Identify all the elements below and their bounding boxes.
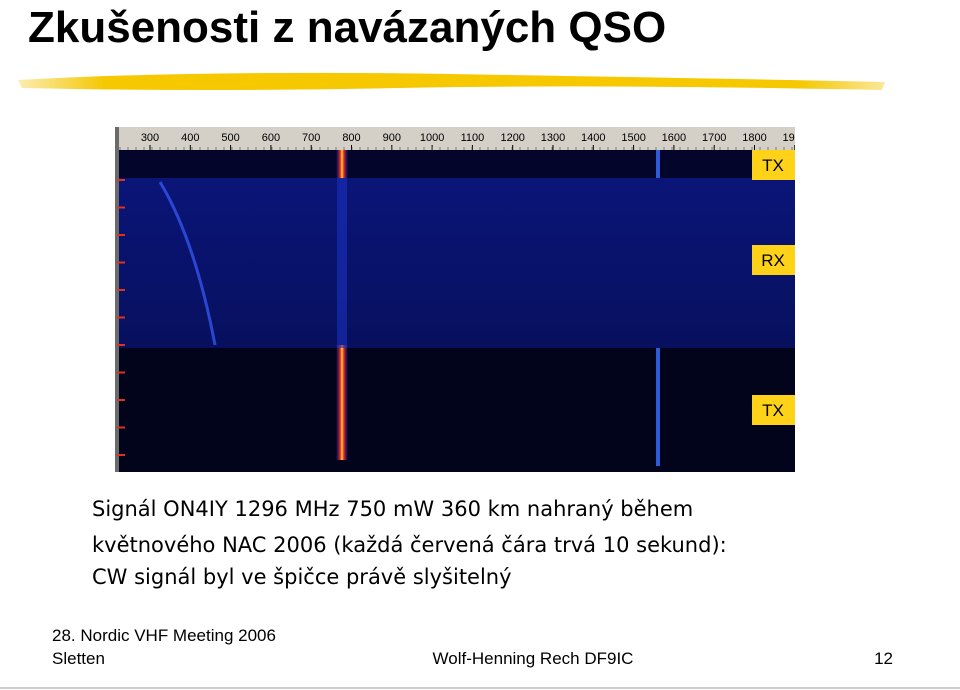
scale-label: 300 bbox=[141, 132, 159, 144]
period-tag bbox=[752, 245, 795, 275]
signal-line bbox=[337, 178, 347, 348]
scale-label: 1100 bbox=[461, 132, 485, 144]
scale-label: 1500 bbox=[621, 132, 645, 144]
scale-label: 1600 bbox=[662, 132, 686, 144]
scale-label: 800 bbox=[342, 132, 360, 144]
tx-band bbox=[115, 150, 795, 178]
caption-line: květnového NAC 2006 (každá červená čára … bbox=[92, 533, 727, 557]
scale-label: 1800 bbox=[742, 132, 766, 144]
title-underline bbox=[18, 72, 885, 90]
page-number: 12 bbox=[874, 649, 893, 668]
scale-label: 500 bbox=[221, 132, 239, 144]
scale-label: 1000 bbox=[420, 132, 444, 144]
footer-author: Wolf-Henning Rech DF9IC bbox=[433, 649, 634, 668]
scale-bar bbox=[115, 127, 795, 150]
image-edge bbox=[115, 127, 119, 472]
period-tag-label: TX bbox=[762, 401, 784, 420]
caption-line: Signál ON4IY 1296 MHz 750 mW 360 km nahr… bbox=[92, 497, 693, 521]
period-tag-label: TX bbox=[762, 156, 784, 175]
period-tag-label: RX bbox=[761, 251, 785, 270]
scale-label: 700 bbox=[302, 132, 320, 144]
signal-line bbox=[336, 150, 348, 178]
footer-event: 28. Nordic VHF Meeting 2006 bbox=[52, 626, 276, 645]
scale-label: 400 bbox=[181, 132, 199, 144]
signal-line bbox=[336, 345, 348, 460]
waterfall-image: 300 400 500 600 700 800 900 1000 1100 1200 1300 140… bbox=[115, 127, 807, 472]
period-tag bbox=[752, 395, 795, 425]
scale-label: 600 bbox=[262, 132, 280, 144]
tx-band bbox=[115, 348, 795, 472]
caption-line: CW signál byl ve špičce právě slyšitelný bbox=[92, 565, 512, 589]
footer-place: Sletten bbox=[52, 649, 105, 668]
carrier-line bbox=[656, 150, 660, 178]
signal-trace bbox=[158, 181, 217, 346]
period-tag bbox=[752, 150, 795, 180]
scale-label: 900 bbox=[383, 132, 401, 144]
scale-label: 1300 bbox=[541, 132, 565, 144]
scale-label: 1400 bbox=[581, 132, 605, 144]
scale-label: 1200 bbox=[500, 132, 524, 144]
scale-label: 1700 bbox=[702, 132, 726, 144]
rx-band bbox=[115, 178, 795, 348]
carrier-line bbox=[656, 348, 660, 466]
scale-label: 1900 bbox=[783, 132, 807, 144]
slide-title: Zkušenosti z navázaných QSO bbox=[28, 3, 666, 52]
